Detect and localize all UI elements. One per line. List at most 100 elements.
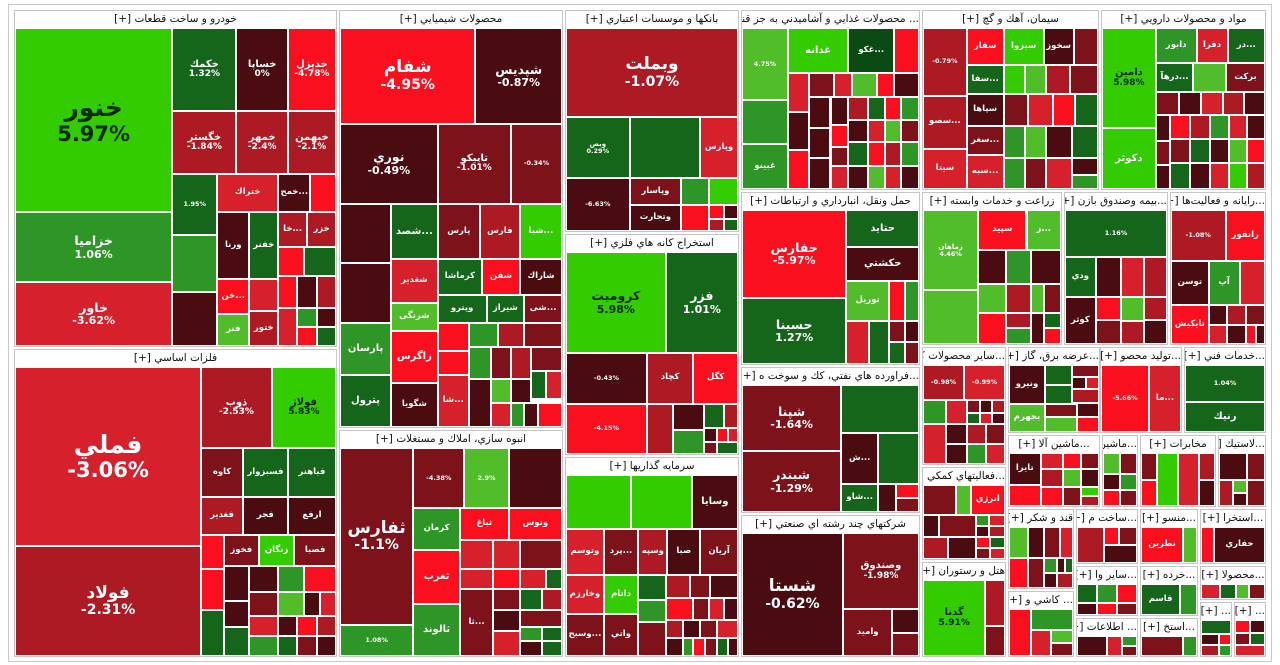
stock-tile[interactable]: [991, 399, 1005, 413]
stock-tile[interactable]: [297, 307, 317, 327]
stock-tile[interactable]: حسينا 1.27%: [742, 297, 847, 364]
stock-tile[interactable]: [493, 539, 520, 569]
stock-tile[interactable]: سپيد: [978, 210, 1027, 251]
stock-tile[interactable]: [1063, 453, 1081, 469]
stock-tile[interactable]: [1003, 158, 1025, 189]
stock-tile[interactable]: [1121, 321, 1144, 344]
stock-tile[interactable]: 4.75%: [742, 28, 789, 101]
stock-tile[interactable]: [923, 424, 946, 464]
stock-tile[interactable]: [700, 619, 718, 638]
stock-tile[interactable]: [710, 574, 738, 599]
stock-tile[interactable]: خساپا 0%: [236, 28, 288, 111]
stock-tile[interactable]: [990, 547, 1005, 559]
stock-tile[interactable]: [459, 568, 494, 590]
stock-tile[interactable]: [519, 641, 542, 656]
stock-tile[interactable]: شرنگی: [391, 303, 438, 332]
stock-tile[interactable]: ونيرو: [1009, 365, 1045, 404]
stock-tile[interactable]: [888, 342, 905, 364]
stock-tile[interactable]: [297, 615, 317, 636]
stock-tile[interactable]: [1141, 479, 1158, 506]
stock-tile[interactable]: ...خن: [217, 279, 250, 315]
stock-tile[interactable]: [1183, 527, 1197, 563]
stock-tile[interactable]: [519, 568, 547, 590]
stock-tile[interactable]: [1095, 319, 1122, 344]
stock-tile[interactable]: [1247, 163, 1265, 189]
stock-tile[interactable]: [631, 475, 692, 530]
stock-tile[interactable]: [530, 347, 562, 372]
stock-tile[interactable]: [885, 166, 902, 189]
stock-tile[interactable]: خگستر -1.84%: [172, 110, 237, 175]
stock-tile[interactable]: [1081, 468, 1099, 488]
stock-tile[interactable]: [1103, 453, 1120, 475]
stock-tile[interactable]: حفاري: [1213, 527, 1265, 563]
stock-tile[interactable]: [1236, 584, 1249, 599]
stock-tile[interactable]: [1121, 297, 1144, 322]
sector-title[interactable]: زراعت و خدمات وابسته [+]: [923, 193, 1061, 211]
stock-tile[interactable]: [1178, 453, 1199, 506]
stock-tile[interactable]: [1060, 527, 1073, 558]
stock-tile[interactable]: [689, 574, 711, 599]
stock-tile[interactable]: [967, 399, 980, 413]
stock-tile[interactable]: [885, 142, 902, 167]
sector-title[interactable]: ...بيمه وصندوق بازن [+]: [1065, 193, 1167, 211]
stock-tile[interactable]: [249, 279, 279, 312]
stock-tile[interactable]: [1045, 365, 1072, 386]
stock-tile[interactable]: [717, 637, 728, 656]
stock-tile[interactable]: [846, 320, 870, 364]
sector-title[interactable]: مخابرات [+]: [1141, 436, 1215, 454]
stock-tile[interactable]: ...سفا: [966, 65, 1004, 94]
stock-tile[interactable]: [848, 97, 868, 120]
stock-tile[interactable]: [978, 250, 1006, 284]
stock-tile[interactable]: رانفور: [1225, 210, 1265, 261]
stock-tile[interactable]: انرژي: [970, 485, 1005, 515]
sector-title[interactable]: شركتهاي چند رشته اي صنعتي [+]: [742, 516, 919, 534]
stock-tile[interactable]: وپاسار: [629, 178, 682, 205]
stock-tile[interactable]: [524, 403, 538, 427]
stock-tile[interactable]: [1178, 92, 1202, 115]
stock-tile[interactable]: [885, 97, 902, 120]
sector-title[interactable]: ...توليد محصو [+]: [1101, 348, 1181, 366]
stock-tile[interactable]: [717, 619, 738, 638]
stock-tile[interactable]: [1077, 584, 1097, 603]
stock-tile[interactable]: پارس: [437, 203, 480, 260]
stock-tile[interactable]: [1005, 313, 1031, 328]
sector-title[interactable]: ... كاشي و [+]: [1009, 592, 1073, 610]
stock-tile[interactable]: [876, 73, 895, 98]
stock-tile[interactable]: [1170, 139, 1190, 164]
stock-tile[interactable]: [985, 580, 1005, 626]
stock-tile[interactable]: داتام: [603, 574, 639, 615]
sector-title[interactable]: حمل ونقل، انبارداري و ارتباطات [+]: [742, 193, 919, 211]
stock-tile[interactable]: [945, 444, 968, 464]
stock-tile[interactable]: خاور -3.62%: [15, 282, 173, 346]
stock-tile[interactable]: [945, 424, 968, 445]
stock-tile[interactable]: سيتا: [923, 148, 967, 189]
stock-tile[interactable]: قاسم: [1141, 584, 1181, 615]
stock-tile[interactable]: [1028, 527, 1045, 558]
stock-tile[interactable]: [1155, 140, 1171, 165]
stock-tile[interactable]: [1009, 484, 1041, 506]
stock-tile[interactable]: [1219, 634, 1231, 646]
stock-tile[interactable]: غبينو: [742, 143, 789, 189]
stock-tile[interactable]: [1009, 557, 1029, 588]
stock-tile[interactable]: فولاد -2.31%: [15, 546, 202, 656]
stock-tile[interactable]: [1220, 584, 1237, 599]
stock-tile[interactable]: [1071, 158, 1098, 175]
stock-tile[interactable]: [867, 119, 886, 143]
sector-title[interactable]: ...ماشين آلا [+]: [1009, 436, 1099, 454]
stock-tile[interactable]: [468, 347, 491, 380]
stock-tile[interactable]: [901, 142, 919, 167]
stock-tile[interactable]: [1107, 636, 1122, 656]
stock-tile[interactable]: [986, 444, 1005, 464]
stock-tile[interactable]: برکت: [1225, 63, 1265, 93]
stock-tile[interactable]: ثغرب: [413, 549, 460, 604]
stock-tile[interactable]: [727, 637, 738, 656]
stock-tile[interactable]: [708, 218, 725, 231]
sector-title[interactable]: ...استخرا [+]: [1201, 510, 1265, 528]
stock-tile[interactable]: [1209, 114, 1230, 140]
stock-tile[interactable]: [717, 441, 738, 454]
stock-tile[interactable]: [278, 276, 298, 308]
stock-tile[interactable]: [1052, 94, 1076, 127]
stock-tile[interactable]: [278, 566, 304, 593]
stock-tile[interactable]: [524, 323, 562, 348]
stock-tile[interactable]: [510, 379, 531, 404]
